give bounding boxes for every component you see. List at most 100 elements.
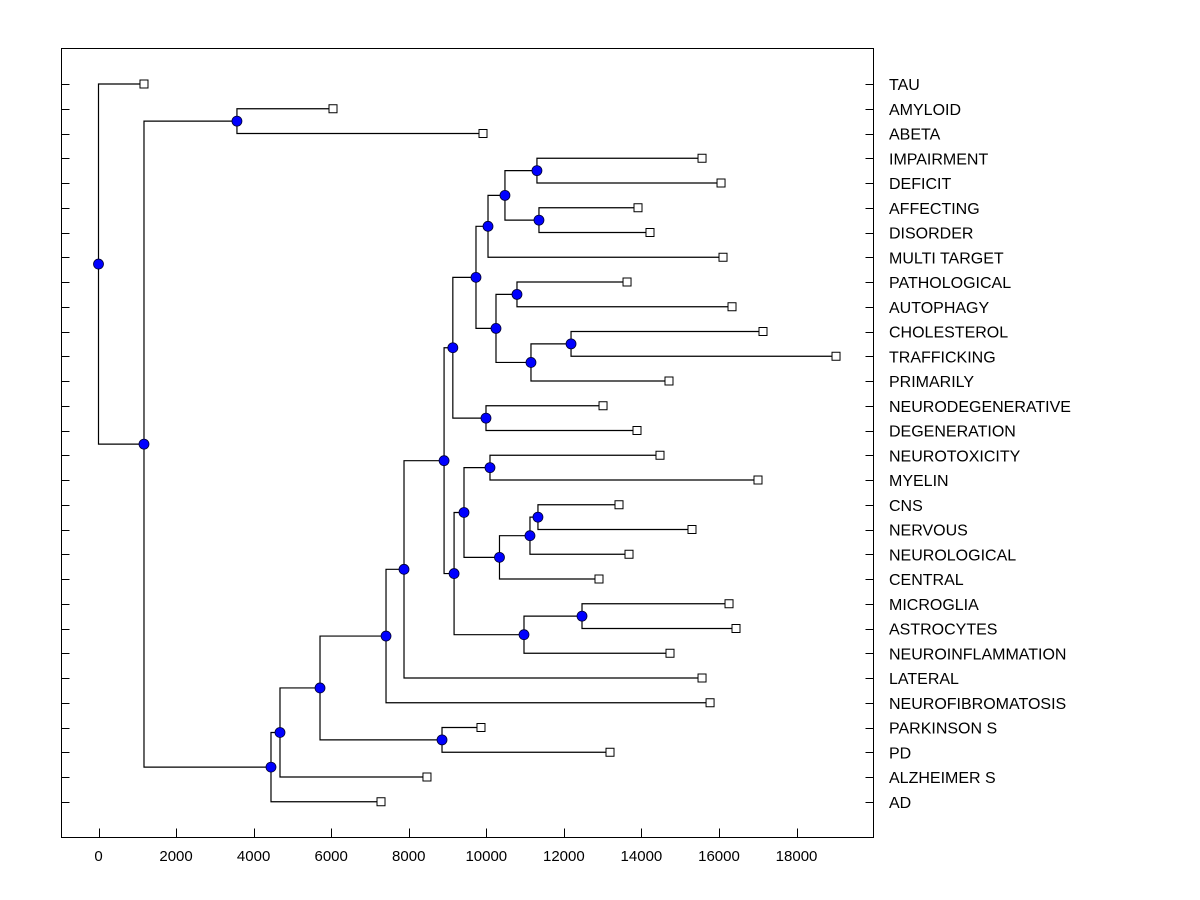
- cluster-node-marker: [138, 438, 150, 450]
- cluster-node-marker: [231, 115, 243, 127]
- leaf-label: NEUROINFLAMMATION: [889, 646, 1066, 663]
- cluster-node-marker: [531, 165, 543, 177]
- leaf-label: AUTOPHAGY: [889, 300, 990, 317]
- leaf-label: MICROGLIA: [889, 597, 979, 614]
- leaf-marker: [476, 723, 486, 732]
- leaf-label: PD: [889, 745, 911, 762]
- dendrogram-link: [581, 616, 737, 630]
- leaf-label: DEGENERATION: [889, 424, 1016, 441]
- leaf-label: LATERAL: [889, 671, 959, 688]
- cluster-node-marker: [499, 189, 511, 201]
- x-tick-labels: 0 2000 4000 6000 8000 10000 12000 14000 16000 180…: [94, 848, 817, 865]
- leaf-marker: [697, 673, 707, 683]
- leaf-marker: [645, 228, 655, 237]
- dendrogram-link: [385, 568, 405, 637]
- cluster-node-marker: [470, 271, 482, 283]
- dendrogram-link: [443, 347, 453, 461]
- leaf-marker: [328, 104, 338, 114]
- x-tick-label: 0: [94, 848, 102, 865]
- dendrogram-link: [487, 226, 724, 258]
- dendrogram-link: [485, 405, 604, 419]
- dendrogram-links: [97, 83, 837, 803]
- leaf-label: MYELIN: [889, 473, 949, 490]
- dendrogram-link: [498, 535, 530, 558]
- dendrogram-link: [441, 726, 481, 740]
- cluster-node-marker: [93, 258, 104, 270]
- leaf-marker: [697, 153, 707, 163]
- leaf-marker: [624, 549, 634, 559]
- leaf-marker: [758, 327, 768, 336]
- dendrogram-link: [453, 573, 524, 636]
- dendrogram-link: [319, 635, 387, 688]
- leaf-label: PARKINSON S: [889, 721, 997, 738]
- leaf-marker: [633, 203, 643, 213]
- dendrogram-link: [523, 615, 583, 635]
- x-tick-label: 10000: [465, 848, 507, 865]
- leaf-label: TAU: [889, 77, 920, 94]
- dendrogram-link: [441, 739, 611, 753]
- dendrogram-link: [236, 121, 484, 135]
- cluster-node-marker: [532, 511, 544, 523]
- dendrogram-link: [97, 264, 144, 445]
- cluster-node-marker: [533, 214, 545, 226]
- cluster-node-marker: [494, 551, 505, 563]
- cluster-node-marker: [398, 563, 410, 575]
- leaf-marker: [632, 426, 642, 435]
- dendrogram-link: [453, 511, 465, 574]
- leaf-label: PATHOLOGICAL: [889, 275, 1011, 292]
- leaf-label: DEFICIT: [889, 176, 951, 193]
- y-axis-ticks: [61, 84, 874, 803]
- leaf-label: AD: [889, 795, 911, 812]
- dendrogram-link: [537, 504, 620, 518]
- dendrogram-link: [570, 330, 763, 344]
- dendrogram-link: [537, 517, 692, 531]
- cluster-node-marker: [525, 357, 537, 368]
- cluster-node-marker: [458, 507, 470, 518]
- leaf-label: TRAFFICKING: [889, 349, 996, 366]
- dendrogram-link: [489, 467, 758, 481]
- leaf-marker: [665, 648, 675, 658]
- leaf-label: NEUROLOGICAL: [889, 547, 1016, 564]
- leaf-label: NEUROTOXICITY: [889, 448, 1021, 465]
- cluster-node-marker: [447, 342, 459, 354]
- leaf-marker: [376, 797, 386, 807]
- leaf-labels: TAU AMYLOID ABETA IMPAIRMENT DEFICIT AFFECTIN…: [889, 77, 1071, 812]
- x-tick-label: 6000: [314, 848, 347, 865]
- x-tick-label: 14000: [621, 848, 663, 865]
- leaf-marker: [716, 178, 726, 188]
- x-tick-label: 8000: [392, 848, 425, 865]
- leaf-marker: [594, 574, 604, 584]
- dendrogram-link: [385, 636, 711, 704]
- dendrogram-link: [538, 207, 639, 221]
- leaf-label: AFFECTING: [889, 201, 980, 218]
- leaf-label: CENTRAL: [889, 572, 964, 589]
- dendrogram-link: [495, 328, 531, 364]
- dendrogram-link: [270, 767, 382, 803]
- leaf-marker: [831, 351, 841, 361]
- leaf-label: ASTROCYTES: [889, 622, 997, 639]
- dendrogram-link: [529, 535, 630, 555]
- dendrogram-link: [536, 170, 722, 184]
- dendrogram-link: [463, 512, 500, 558]
- cluster-node-marker: [480, 412, 492, 424]
- dendrogram-link: [570, 343, 837, 357]
- cluster-node-marker: [438, 455, 450, 467]
- dendrogram-link: [443, 460, 455, 575]
- leaf-marker: [622, 277, 632, 287]
- cluster-node-marker: [448, 568, 460, 579]
- dendrogram-link: [489, 454, 660, 468]
- dendrogram-link: [279, 687, 321, 733]
- leaf-label: PRIMARILY: [889, 374, 974, 391]
- dendrogram-link: [143, 120, 237, 445]
- cluster-node-marker: [314, 682, 326, 694]
- leaf-marker: [727, 302, 737, 312]
- dendrogram-link: [143, 444, 271, 768]
- dendrogram-link: [523, 634, 671, 654]
- dendrogram-link: [97, 83, 144, 265]
- dendrogram-link: [536, 157, 703, 171]
- leaf-marker: [422, 772, 432, 782]
- dendrogram-link: [475, 225, 489, 278]
- dendrogram-link: [538, 220, 650, 234]
- cluster-node-marker: [265, 761, 277, 773]
